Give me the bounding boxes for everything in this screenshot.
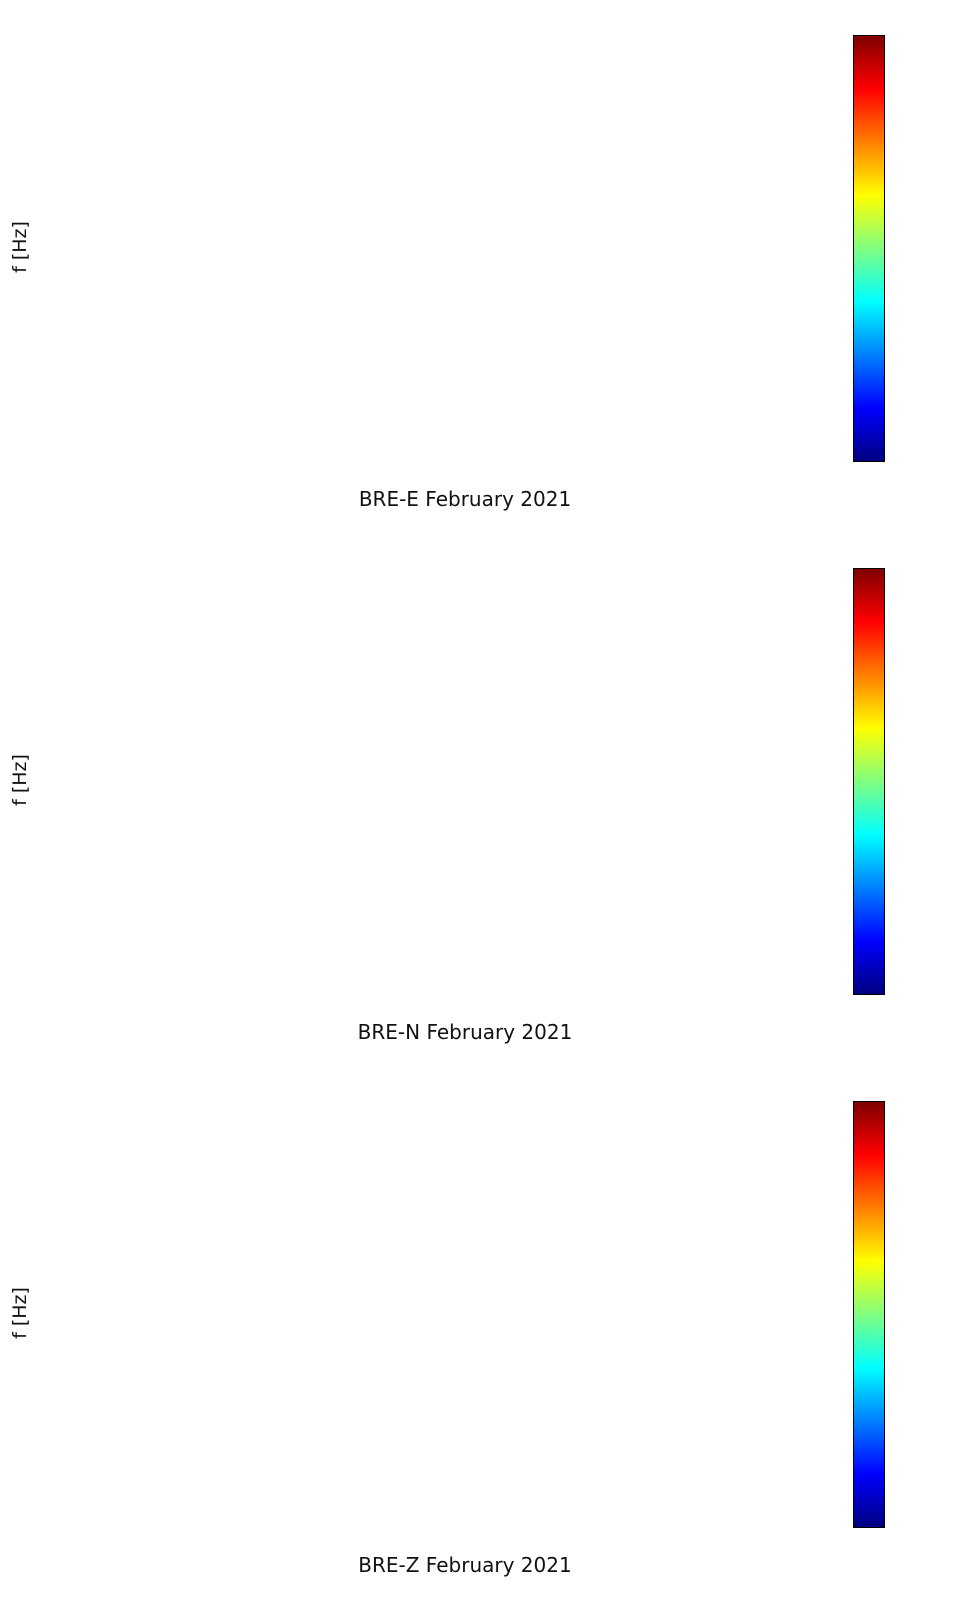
panel-title: BRE-Z February 2021	[358, 1553, 572, 1577]
y-axis-title: f [Hz]	[9, 221, 31, 273]
colorbar	[853, 1101, 885, 1528]
colorbar	[853, 35, 885, 462]
spectrogram-canvas	[95, 568, 835, 993]
panel-bre-e: f [Hz] BRE-E February 2021	[0, 0, 962, 533]
spectrogram-canvas	[95, 35, 835, 460]
panel-bre-n: f [Hz] BRE-N February 2021	[0, 533, 962, 1066]
panel-title: BRE-N February 2021	[357, 1020, 573, 1044]
spectrogram-canvas	[95, 1101, 835, 1526]
panel-bre-z: f [Hz] BRE-Z February 2021	[0, 1066, 962, 1599]
colorbar	[853, 568, 885, 995]
panel-title: BRE-E February 2021	[358, 487, 572, 511]
y-axis-title: f [Hz]	[9, 754, 31, 806]
y-axis-title: f [Hz]	[9, 1287, 31, 1339]
